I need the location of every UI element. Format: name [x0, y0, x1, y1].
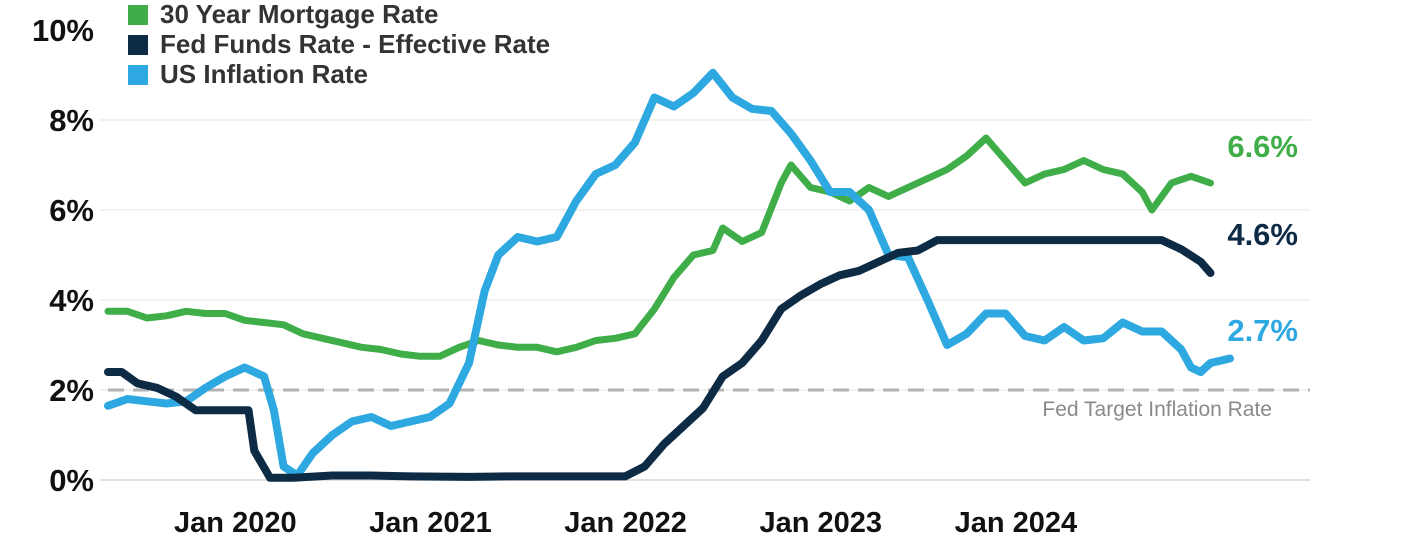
x-tick-label: Jan 2020 — [174, 507, 297, 539]
x-tick-label: Jan 2021 — [369, 507, 492, 539]
y-tick-label: 8% — [49, 103, 94, 138]
legend-swatch — [128, 35, 148, 55]
series-line-1 — [104, 236, 1215, 482]
x-tick-label: Jan 2024 — [955, 507, 1078, 539]
legend-label: 30 Year Mortgage Rate — [160, 0, 438, 29]
fed-target-label: Fed Target Inflation Rate — [1042, 398, 1272, 421]
y-tick-label: 4% — [49, 283, 94, 318]
end-labels: 6.6% 4.6% 2.7% — [1227, 129, 1298, 348]
y-tick-label: 6% — [49, 193, 94, 228]
x-axis: Jan 2020 Jan 2021 Jan 2022 Jan 2023 Jan 2024 — [174, 507, 1077, 539]
end-value-label: 6.6% — [1227, 129, 1298, 164]
x-tick-label: Jan 2022 — [564, 507, 687, 539]
x-tick-label: Jan 2023 — [759, 507, 882, 539]
legend-label: US Inflation Rate — [160, 59, 368, 89]
y-tick-label: 2% — [49, 373, 94, 408]
y-tick-label: 0% — [49, 463, 94, 498]
legend-label: Fed Funds Rate - Effective Rate — [160, 29, 550, 59]
series-line-2 — [104, 68, 1234, 480]
y-tick-label: 10% — [32, 13, 94, 48]
legend-swatch — [128, 65, 148, 85]
gridlines — [100, 119, 1310, 481]
series-line-0 — [104, 134, 1214, 360]
reference-line: Fed Target Inflation Rate — [108, 388, 1310, 421]
series-lines — [104, 68, 1234, 482]
end-value-label: 2.7% — [1227, 313, 1298, 348]
end-value-label: 4.6% — [1227, 217, 1298, 252]
legend-swatch — [128, 5, 148, 25]
y-axis: 0% 2% 4% 6% 8% 10% — [32, 13, 94, 498]
